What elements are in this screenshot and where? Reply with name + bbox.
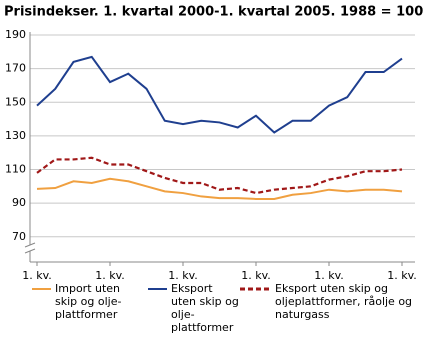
series-line [36, 177, 403, 200]
series-line [36, 55, 403, 134]
y-tick-label: 150 [5, 95, 26, 108]
legend-swatch [32, 288, 51, 290]
x-tick-prefix: 1. kv. [314, 269, 344, 280]
x-tick-prefix: 1. kv. [22, 269, 52, 280]
x-tick-prefix: 1. kv. [241, 269, 271, 280]
x-tick-prefix: 1. kv. [168, 269, 198, 280]
series-line [36, 156, 403, 195]
legend-label: Eksport uten skip og oljeplattformer, rå… [275, 282, 413, 321]
chart: Prisindekser. 1. kvartal 2000-1. kvartal… [4, 5, 423, 298]
y-tick-label: 110 [5, 163, 26, 176]
legend-label: Import uten skip og olje-plattformer [55, 282, 122, 321]
x-tick-prefix: 1. kv. [95, 269, 125, 280]
y-tick-label: 190 [5, 28, 26, 41]
axis-break-gap [25, 245, 35, 251]
axis-break [24, 248, 36, 254]
y-tick-label: 130 [5, 129, 26, 142]
y-tick-label: 70 [12, 230, 26, 243]
chart-title: Prisindekser. 1. kvartal 2000-1. kvartal… [4, 5, 423, 20]
y-tick-label: 90 [12, 196, 26, 209]
legend-swatch [148, 288, 167, 290]
y-tick-label: 170 [5, 62, 26, 75]
x-tick-prefix: 1. kv. [387, 269, 417, 280]
legend-swatch [240, 287, 271, 291]
legend-label: Eksport uten skip og olje-plattformer [171, 282, 239, 334]
axis-break [24, 242, 36, 248]
